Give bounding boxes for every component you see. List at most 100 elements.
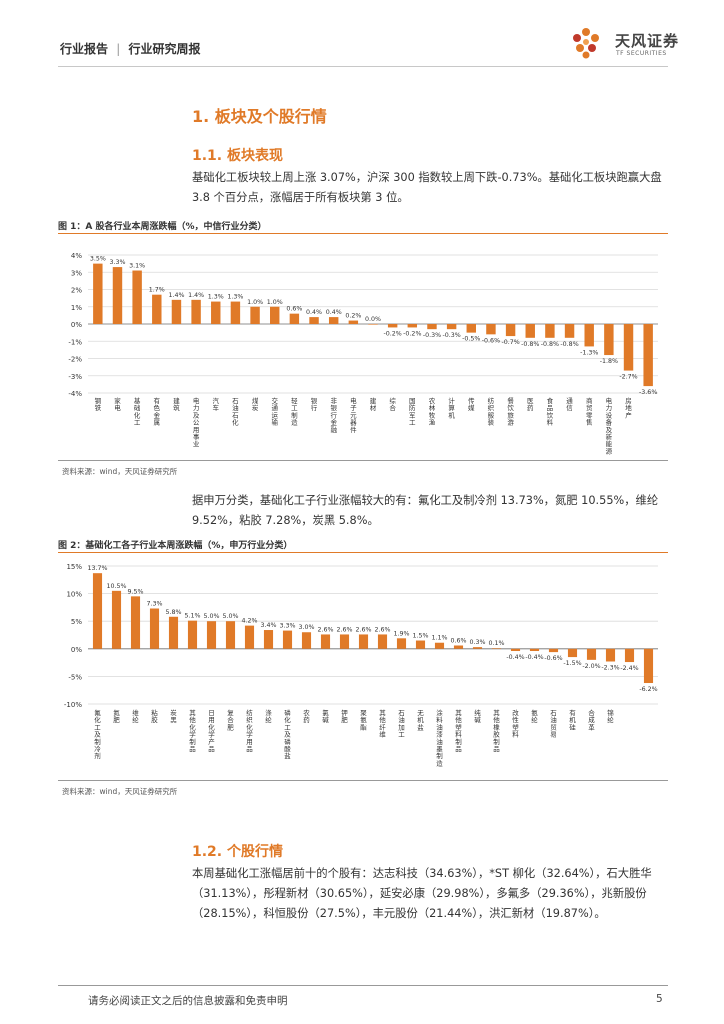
bar [623, 324, 634, 371]
data-label: -0.4% [506, 654, 524, 661]
bar [270, 306, 280, 324]
bar [130, 596, 141, 649]
bar [111, 590, 122, 649]
data-label: -0.6% [482, 337, 500, 344]
y-tick-label: -4% [68, 390, 82, 398]
bar [358, 634, 369, 649]
data-label: -0.4% [525, 654, 543, 661]
y-tick-label: 0% [71, 321, 82, 329]
data-label: 1.3% [227, 294, 243, 301]
bar [548, 648, 559, 653]
y-tick-label: 3% [71, 269, 82, 277]
x-tick-label: 维纶 [132, 708, 139, 724]
data-label: 0.0% [365, 316, 381, 323]
x-tick-label: 餐饮旅游 [507, 396, 514, 427]
x-tick-label: 其他化学制品 [189, 709, 196, 753]
bar [486, 324, 496, 335]
data-label: 3.4% [261, 622, 277, 629]
bar [396, 638, 407, 649]
figure2-title: 图 2：基础化工各子行业本周涨跌幅（%，申万行业分类） [58, 541, 293, 551]
data-label: -0.8% [560, 341, 578, 348]
bar [244, 625, 255, 649]
x-tick-label: 非银行金融 [330, 396, 337, 434]
subsection-title-stocks: 1.2. 个股行情 [192, 844, 283, 860]
logo-en: TF SECURITIES [616, 50, 667, 57]
data-label: 1.7% [149, 287, 165, 294]
data-label: -2.4% [620, 665, 638, 672]
bar [132, 270, 142, 324]
footer-divider [58, 985, 668, 986]
data-label: 1.5% [413, 633, 429, 640]
data-label: -0.8% [521, 341, 539, 348]
figure2-source: 资料来源：wind，天风证券研究所 [62, 787, 178, 796]
data-label: 7.3% [147, 601, 163, 608]
x-tick-label: 电力及公用事业 [193, 396, 200, 448]
x-tick-label: 氟化工及制冷剂 [94, 708, 101, 760]
industry-bar-chart: 4% 3% 2% 1% 0% -1% -2% -3% -4% 3.5% 钢铁 3.3% 家电 3.1% 基础… [68, 252, 658, 455]
x-tick-label: 轻工制造 [291, 396, 298, 427]
bar [282, 630, 293, 649]
data-label: -0.5% [462, 336, 480, 343]
data-label: 0.4% [326, 309, 342, 316]
y-tick-label: 1% [71, 304, 82, 312]
y-tick-label: 4% [71, 252, 82, 260]
data-label: -0.3% [423, 332, 441, 339]
bar [564, 324, 575, 338]
bar [643, 648, 654, 684]
x-tick-label: 石油加工 [398, 709, 405, 739]
bar [407, 324, 418, 328]
data-label: 3.1% [129, 263, 145, 270]
header-divider [58, 66, 668, 67]
section-title: 1. 板块及个股行情 [192, 107, 327, 126]
x-tick-label: 农林牧渔 [429, 396, 436, 427]
y-tick-label: 0% [71, 646, 82, 654]
bar [529, 648, 540, 652]
x-tick-label: 日用化学产品 [208, 709, 215, 753]
bar [171, 299, 182, 324]
x-tick-label: 涤纶 [265, 708, 272, 724]
figure1-title: 图 1：A 股各行业本周涨跌幅（%，中信行业分类） [58, 222, 267, 232]
x-tick-label: 炭黑 [170, 709, 177, 724]
bar [301, 632, 312, 649]
x-tick-label: 纺织化学用品 [246, 708, 253, 753]
data-label: 1.3% [208, 294, 224, 301]
bar [93, 263, 103, 324]
y-tick-label: 2% [71, 287, 82, 295]
data-label: 10.5% [106, 583, 126, 590]
data-label: 3.5% [90, 256, 106, 263]
x-tick-label: 农药 [303, 708, 310, 724]
header-category: 行业报告 [60, 42, 109, 56]
x-tick-label: 交通运输 [271, 396, 278, 427]
x-tick-label: 石油石化 [232, 397, 239, 427]
figure1-divider [58, 233, 668, 234]
bar [415, 640, 426, 649]
header-separator: | [116, 42, 121, 56]
data-label: -3.6% [639, 389, 657, 396]
figure2-source-divider [58, 780, 668, 781]
bar [250, 306, 260, 324]
x-tick-label: 煤炭 [252, 396, 259, 412]
bar [472, 647, 483, 649]
bar [149, 608, 160, 649]
data-label: 9.5% [128, 588, 144, 595]
bar [328, 317, 339, 324]
x-tick-label: 国防军工 [409, 397, 416, 427]
x-tick-label: 电力设备及新能源 [606, 396, 613, 455]
company-logo-icon [573, 28, 599, 59]
bar [225, 621, 236, 649]
data-label: 5.8% [166, 609, 182, 616]
x-tick-label: 通信 [566, 396, 573, 412]
y-tick-label: 15% [66, 563, 82, 571]
bar [263, 630, 274, 649]
header-subcategory: 行业研究周报 [128, 42, 201, 56]
x-tick-label: 综合 [389, 396, 396, 412]
data-label: 0.6% [451, 637, 467, 644]
data-label: 2.6% [356, 626, 372, 633]
bar [339, 634, 350, 649]
data-label: 13.7% [87, 565, 107, 572]
data-label: 0.3% [470, 639, 486, 646]
data-label: 3.3% [280, 623, 296, 630]
bar [434, 642, 445, 649]
data-label: -0.6% [544, 655, 562, 662]
subindustry-paragraph: 据申万分类，基础化工子行业涨幅较大的有：氟化工及制冷剂 13.73%，氮肥 10… [192, 494, 659, 527]
